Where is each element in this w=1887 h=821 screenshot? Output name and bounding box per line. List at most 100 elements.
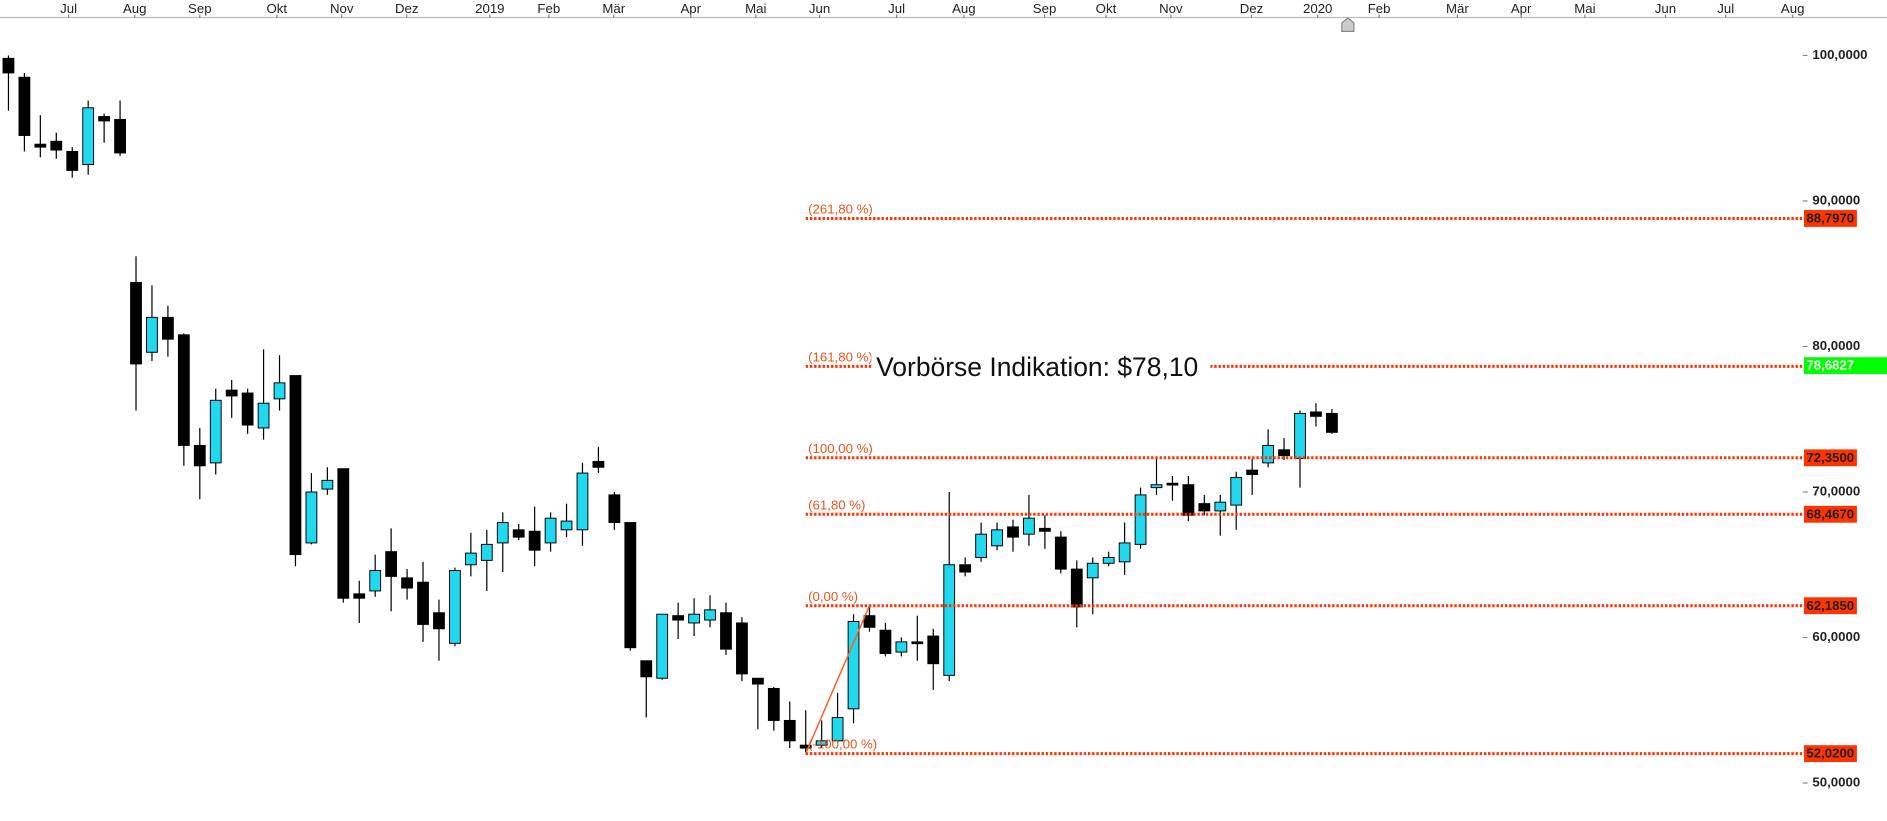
y-tick-label: 100,0000: [1812, 47, 1867, 62]
price-label: 62,1850: [1806, 598, 1854, 613]
x-tick-label: Sep: [1033, 1, 1057, 16]
candle-body: [1230, 476, 1243, 506]
candle-body: [528, 530, 541, 551]
x-tick-label: Jun: [1655, 1, 1676, 16]
candle-body: [767, 687, 780, 721]
x-tick-label: Nov: [1159, 1, 1183, 16]
x-tick-label: Aug: [123, 1, 147, 16]
fib-label: (0,00 %): [808, 589, 858, 604]
candle-body: [1278, 449, 1290, 457]
x-tick-label: Apr: [680, 1, 701, 16]
candle-body: [1102, 556, 1115, 564]
price-box: [1803, 597, 1857, 615]
candle-body: [863, 615, 876, 628]
price-label: 88,7970: [1806, 211, 1854, 226]
price-label: 52,0200: [1806, 746, 1854, 761]
candle-body: [480, 543, 493, 561]
x-tick-label: Mär: [602, 1, 625, 16]
price-marker: [1803, 357, 1887, 375]
candle-body: [146, 316, 158, 353]
price-box: [1803, 449, 1857, 467]
x-tick-label: Jul: [60, 1, 77, 16]
annotation-background: [871, 349, 1211, 385]
candle-body: [512, 529, 525, 538]
candle-body: [1166, 482, 1179, 486]
fib-label: (-100,00 %): [808, 737, 877, 752]
x-tick-label: Okt: [1096, 1, 1117, 16]
candle-body: [1086, 562, 1099, 579]
x-tick-label: 2020: [1303, 1, 1332, 16]
candle-body: [130, 281, 142, 365]
candle-body: [305, 491, 318, 544]
candle-body: [1182, 484, 1195, 516]
candle-body: [98, 116, 111, 122]
candle-body: [1262, 444, 1275, 464]
x-tick-label: Jul: [888, 1, 905, 16]
x-tick-label: 2019: [475, 1, 504, 16]
candle-body: [991, 529, 1003, 547]
candle-body: [911, 641, 924, 645]
candle-body: [162, 316, 174, 340]
candle-body: [544, 517, 557, 544]
candle-body: [1246, 469, 1259, 476]
price-marker-label: 78,6827: [1806, 358, 1854, 373]
candle-body: [751, 677, 764, 685]
candle-body: [82, 107, 95, 166]
x-tick-label: Mai: [745, 1, 766, 16]
candle-body: [799, 744, 812, 749]
candle-body: [1294, 412, 1306, 460]
fib-label: (261,80 %): [808, 202, 873, 217]
candle-body: [959, 564, 972, 573]
x-tick-label: Dez: [1240, 1, 1264, 16]
candle-body: [1150, 484, 1163, 489]
candle-body: [1118, 542, 1131, 563]
candle-body: [576, 472, 589, 531]
candle-body: [34, 143, 47, 148]
price-box: [1803, 210, 1857, 227]
candle-body: [975, 533, 988, 558]
y-tick-label: 50,0000: [1812, 775, 1860, 790]
candle-body: [1070, 568, 1083, 608]
x-tick-label: Aug: [952, 1, 976, 16]
candle-body: [353, 593, 366, 599]
candle-body: [783, 719, 796, 742]
price-label: 68,4670: [1806, 506, 1854, 521]
candle-body: [257, 402, 270, 429]
candle-body: [417, 581, 429, 625]
candle-body: [847, 621, 860, 710]
x-tick-label: Nov: [330, 1, 354, 16]
candle-body: [943, 564, 956, 676]
candle-body: [193, 444, 206, 467]
candle-body: [1214, 501, 1227, 512]
y-tick-label: 90,0000: [1812, 192, 1860, 207]
candle-body: [50, 140, 63, 151]
candle-body: [672, 615, 685, 621]
candle-body: [114, 118, 126, 154]
candle-body: [1038, 527, 1051, 532]
candle-body: [831, 717, 844, 742]
candle-body: [720, 612, 732, 650]
candle-body: [624, 522, 637, 649]
candle-body: [66, 150, 79, 171]
candle-body: [496, 522, 509, 544]
candle-body: [2, 57, 15, 74]
candle-body: [18, 76, 31, 136]
x-tick-label: Okt: [267, 1, 288, 16]
candle-body: [369, 570, 382, 592]
price-box: [1803, 505, 1857, 523]
candle-body: [1007, 526, 1019, 538]
time-marker-icon: [1341, 17, 1355, 32]
candle-body: [656, 613, 669, 679]
price-label: 72,3500: [1806, 450, 1854, 465]
candle-body: [321, 479, 334, 490]
candle-body: [1326, 412, 1338, 433]
candle-body: [464, 552, 477, 566]
plot: Jul Aug Sep Okt Nov Dez 2019 Feb Mär Apr Mai Jun Jul…: [2, 1, 1887, 790]
candle-body: [449, 570, 461, 644]
candle-body: [241, 392, 254, 426]
candle-body: [385, 551, 398, 577]
candle-body: [1054, 536, 1067, 570]
y-tick-label: 70,0000: [1812, 483, 1860, 498]
candle-body: [401, 577, 413, 589]
candle-body: [177, 334, 190, 446]
